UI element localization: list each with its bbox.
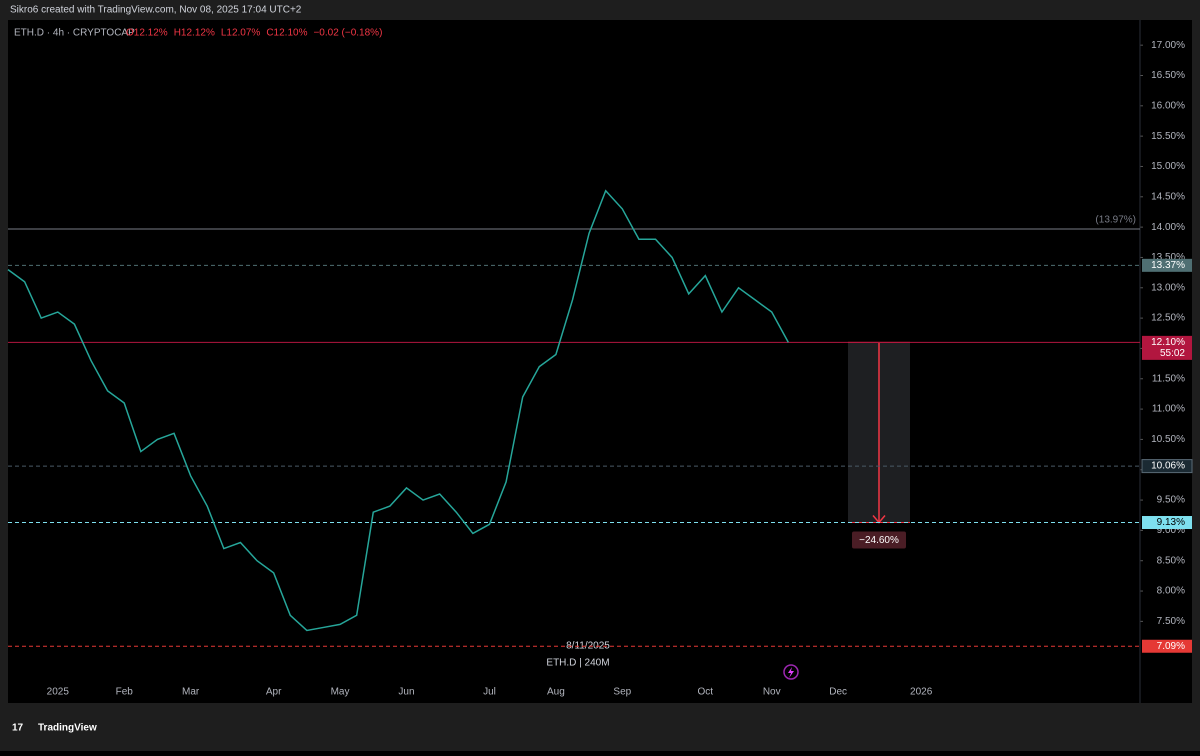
level-label: 13.37%: [1151, 260, 1185, 271]
event-icon-bolt: [788, 667, 794, 678]
measure-label: −24.60%: [859, 535, 899, 546]
level-tag: [1142, 516, 1192, 530]
y-tick-label: 9.00%: [1157, 525, 1185, 536]
x-tick-label: Feb: [116, 687, 134, 698]
y-tick-label: 11.50%: [1152, 373, 1185, 384]
logo-mark: 17: [12, 723, 24, 734]
event-icon[interactable]: [783, 664, 799, 680]
level-label: (13.97%): [1095, 215, 1136, 226]
level-label: 10.06%: [1151, 461, 1185, 472]
level-label: 7.09%: [1157, 641, 1185, 652]
level-tag: [1142, 335, 1192, 360]
ohlc-value: H12.12%: [174, 28, 215, 39]
x-tick-label: Apr: [266, 687, 282, 698]
level-label: 9.13%: [1157, 517, 1185, 528]
ohlc-value: −0.02 (−0.18%): [313, 28, 382, 39]
x-tick-label: Oct: [698, 687, 714, 698]
y-tick-label: 17.00%: [1151, 40, 1185, 51]
annotation: ETH.D | 240M: [546, 658, 609, 669]
y-tick-label: 15.50%: [1151, 131, 1185, 142]
level-tag: [1142, 258, 1192, 272]
x-tick-label: Jun: [398, 687, 414, 698]
ohlc-value: L12.07%: [221, 28, 261, 39]
level-tag: [1142, 639, 1192, 653]
x-tick-label: Mar: [182, 687, 200, 698]
ohlc-value: O12.12%: [126, 28, 168, 39]
y-tick-label: 8.50%: [1157, 555, 1185, 566]
x-tick-label: 2026: [910, 687, 933, 698]
x-tick-label: Jul: [483, 687, 496, 698]
price-line: [7, 189, 789, 632]
x-tick-label: Aug: [547, 687, 565, 698]
y-tick-label: 10.50%: [1151, 434, 1185, 445]
y-tick-label: 7.50%: [1157, 616, 1185, 627]
y-tick-label: 8.00%: [1157, 586, 1185, 597]
y-tick-label: 12.50%: [1151, 313, 1185, 324]
y-tick-label: 11.00%: [1152, 404, 1185, 415]
footer-logo: TradingView: [38, 723, 97, 734]
y-tick-label: 16.50%: [1151, 70, 1185, 81]
y-tick-label: 9.50%: [1157, 495, 1185, 506]
plot-area: [8, 20, 1192, 703]
x-tick-label: May: [331, 687, 350, 698]
level-label: 12.10%: [1151, 337, 1185, 348]
x-tick-label: Sep: [613, 687, 631, 698]
legend-symbol: ETH.D · 4h · CRYPTOCAP: [14, 28, 135, 39]
level-tag: [1141, 459, 1193, 474]
header: Sikro6 created with TradingView.com, Nov…: [10, 5, 302, 16]
y-tick-label: 14.50%: [1151, 191, 1185, 202]
y-tick-label: 15.00%: [1151, 161, 1185, 172]
y-tick-label: 14.00%: [1151, 222, 1185, 233]
y-tick-label: 13.50%: [1151, 252, 1185, 263]
ohlc-value: C12.10%: [266, 28, 307, 39]
countdown: 55:02: [1160, 348, 1185, 359]
x-tick-label: Nov: [763, 687, 781, 698]
x-tick-label: Dec: [829, 687, 847, 698]
x-tick-label: 2025: [47, 687, 70, 698]
annotation: 8/11/2025: [566, 641, 610, 652]
y-tick-label: 13.00%: [1151, 282, 1185, 293]
y-tick-label: 16.00%: [1151, 100, 1185, 111]
measure-label-bg: [852, 531, 906, 549]
